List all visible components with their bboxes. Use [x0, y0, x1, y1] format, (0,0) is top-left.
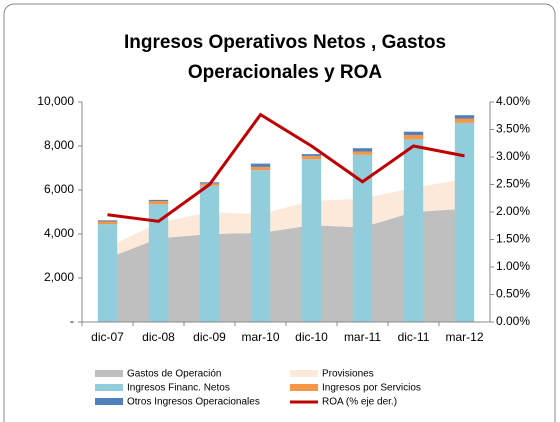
y2-tick-label: 4.00%: [496, 94, 530, 108]
bar: [97, 224, 118, 322]
bar: [352, 151, 373, 155]
x-tick-label: mar-11: [344, 330, 381, 344]
bar: [148, 204, 169, 322]
legend-swatch: [95, 384, 123, 391]
y-tick-label: 10,000: [37, 94, 74, 108]
bar: [301, 154, 322, 156]
x-tick-label: mar-12: [445, 330, 483, 344]
legend-label: Gastos de Operación: [127, 369, 222, 380]
y2-tick-label: 3.00%: [496, 149, 530, 163]
y-tick-label: 2,000: [44, 270, 74, 284]
legend-label: ROA (% eje der.): [322, 397, 397, 408]
x-tick-label: dic-07: [91, 330, 124, 344]
y-tick-label: 4,000: [44, 226, 74, 240]
bar: [250, 163, 271, 167]
y2-tick-label: 0.00%: [496, 314, 530, 328]
bar: [250, 166, 271, 171]
y2-tick-label: 1.00%: [496, 259, 530, 273]
x-tick-label: mar-10: [241, 330, 279, 344]
x-tick-label: dic-08: [142, 330, 175, 344]
bar: [454, 122, 475, 323]
bar: [97, 221, 118, 225]
legend-swatch: [290, 370, 318, 377]
bar: [97, 220, 118, 222]
legend-label: Ingresos por Servicios: [322, 383, 421, 394]
y-tick-label: -: [70, 314, 74, 328]
chart-title: Ingresos Operativos Netos , Gastos: [124, 32, 446, 53]
legend-swatch: [95, 370, 123, 377]
bar: [199, 185, 220, 322]
bar: [403, 135, 424, 140]
legend-label: Otros Ingresos Operacionales: [127, 397, 260, 408]
y2-tick-label: 3.50%: [496, 122, 530, 136]
bar: [301, 155, 322, 160]
x-tick-label: dic-09: [193, 330, 226, 344]
x-tick-label: dic-11: [398, 330, 430, 344]
bar: [352, 148, 373, 152]
bar: [148, 201, 169, 205]
y-tick-label: 6,000: [44, 182, 74, 196]
bar: [352, 154, 373, 322]
chart-title: Operacionales y ROA: [188, 62, 383, 83]
legend-label: Provisiones: [322, 369, 374, 380]
bar: [454, 115, 475, 119]
legend-swatch: [95, 398, 123, 405]
y2-tick-label: 1.50%: [496, 232, 530, 246]
y-tick-label: 8,000: [44, 138, 74, 152]
line: [107, 112, 465, 223]
bar: [301, 159, 322, 322]
y2-tick-label: 0.50%: [496, 287, 530, 301]
area: [107, 179, 465, 259]
bar: [403, 139, 424, 322]
y2-tick-label: 2.50%: [496, 177, 530, 191]
bar: [403, 131, 424, 135]
area: [107, 208, 465, 322]
bar: [148, 199, 169, 201]
y2-tick-label: 2.00%: [496, 204, 530, 218]
bar: [454, 118, 475, 123]
bar: [250, 170, 271, 322]
x-tick-label: dic-10: [295, 330, 328, 344]
legend-label: Ingresos Financ. Netos: [127, 383, 230, 394]
legend-swatch: [290, 384, 318, 391]
